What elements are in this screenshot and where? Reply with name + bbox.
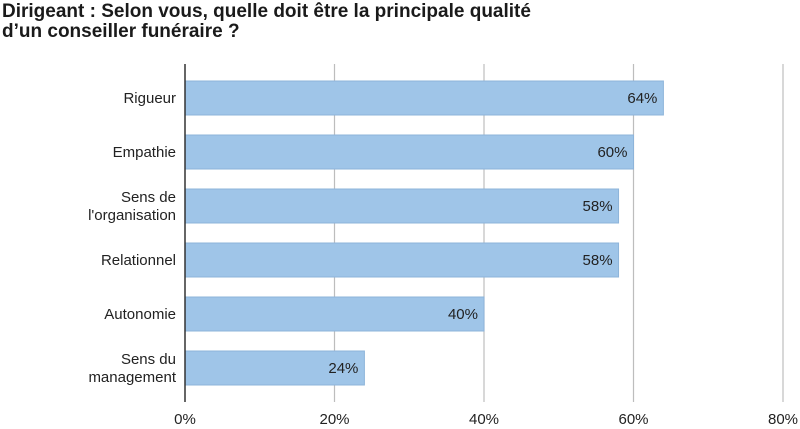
x-tick-label: 60% (618, 411, 648, 428)
bars (184, 80, 664, 386)
chart-title-line-2: d’un conseiller funéraire ? (2, 21, 240, 42)
category-label-line: Relationnel (101, 252, 176, 269)
x-tick-label: 0% (174, 411, 196, 428)
bar (184, 350, 365, 386)
labels: 0% 20% 40% 60% 80% 64% Rigueur 60% Empathie 58% Se… (88, 90, 798, 428)
category-label-line: Sens de (121, 189, 176, 206)
data-label: 58% (583, 198, 613, 215)
category-label-line: Autonomie (104, 306, 176, 323)
gridlines (333, 64, 784, 402)
bar (184, 80, 664, 116)
x-tick-label: 80% (768, 411, 798, 428)
category-label: Relationnel (101, 252, 176, 269)
bar (184, 242, 620, 278)
data-label: 24% (328, 360, 358, 377)
category-label: Empathie (113, 144, 176, 161)
chart-title-line-1: Dirigeant : Selon vous, quelle doit être… (2, 1, 531, 22)
bar (184, 296, 485, 332)
category-label: Autonomie (104, 306, 176, 323)
category-label-line: Rigueur (123, 90, 176, 107)
category-label: Sens du management (88, 351, 176, 386)
category-label: Rigueur (123, 90, 176, 107)
category-label-line: management (88, 369, 176, 386)
category-label: Sens de l'organisation (88, 189, 176, 224)
category-label-line: Empathie (113, 144, 176, 161)
data-label: 58% (583, 252, 613, 269)
data-label: 60% (597, 144, 627, 161)
chart-title: Dirigeant : Selon vous, quelle doit être… (2, 2, 792, 42)
x-tick-label: 20% (319, 411, 349, 428)
x-tick-label: 40% (469, 411, 499, 428)
data-label: 40% (448, 306, 478, 323)
bar (184, 134, 634, 170)
category-label-line: l'organisation (88, 207, 176, 224)
bar (184, 188, 620, 224)
data-label: 64% (627, 90, 657, 107)
category-label-line: Sens du (121, 351, 176, 368)
